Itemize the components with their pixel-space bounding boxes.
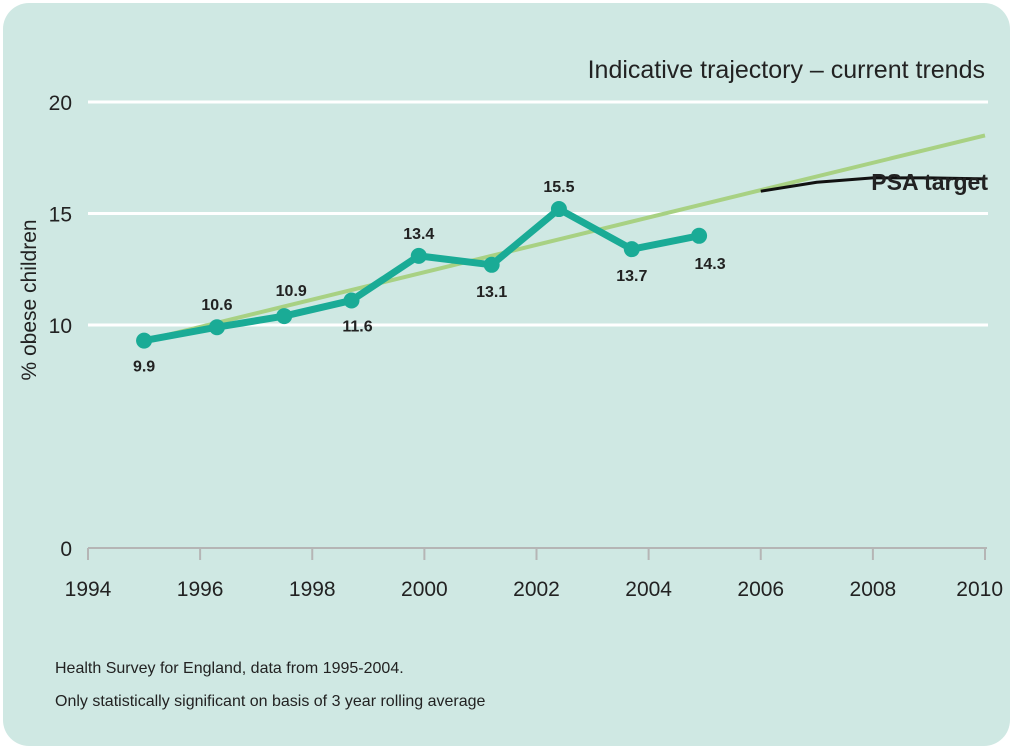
- data-point: [136, 332, 153, 349]
- y-tick-label: 0: [60, 538, 72, 561]
- psa-target-line: [760, 176, 986, 193]
- data-label: 15.5: [543, 179, 574, 196]
- x-tick-label: 2002: [513, 578, 560, 601]
- x-tick-label: 2008: [850, 578, 897, 601]
- y-tick-label: 15: [49, 204, 72, 227]
- x-tick-label: 2004: [625, 578, 672, 601]
- data-point: [410, 247, 427, 264]
- x-tick-label: 2010: [956, 578, 1003, 601]
- significance-note: Only statistically significant on basis …: [55, 693, 486, 710]
- data-point: [343, 292, 360, 309]
- tick-labels: 1994 1996 1998 2000 2002 2004 2006 2008 2010 0 10 1…: [49, 92, 1003, 601]
- data-point: [276, 308, 293, 325]
- x-tick-label: 1994: [65, 578, 112, 601]
- source-note: Health Survey for England, data from 199…: [55, 660, 404, 677]
- data-label: 10.6: [201, 297, 232, 314]
- data-label: 13.7: [616, 268, 647, 285]
- psa-target-label: PSA target: [871, 169, 988, 195]
- chart-title: Indicative trajectory – current trends: [588, 56, 985, 84]
- x-tick-label: 1996: [177, 578, 224, 601]
- y-tick-label: 10: [49, 315, 72, 338]
- data-point: [208, 319, 225, 336]
- trend-line: [143, 133, 986, 343]
- data-label: 11.6: [342, 318, 372, 335]
- x-tick-label: 1998: [289, 578, 336, 601]
- data-point: [623, 241, 640, 258]
- x-tick-label: 2006: [737, 578, 784, 601]
- x-axis: [87, 547, 987, 560]
- data-point: [691, 227, 708, 244]
- y-axis-label: % obese children: [18, 219, 41, 380]
- data-label: 9.9: [133, 359, 155, 376]
- data-label: 13.4: [403, 226, 434, 243]
- data-label: 14.3: [695, 256, 726, 273]
- data-label: 10.9: [276, 283, 307, 300]
- y-tick-label: 20: [49, 92, 72, 115]
- data-label: 13.1: [476, 284, 507, 301]
- data-point: [483, 256, 500, 273]
- x-tick-label: 2000: [401, 578, 448, 601]
- data-point: [550, 201, 567, 218]
- series-layer: [136, 133, 986, 349]
